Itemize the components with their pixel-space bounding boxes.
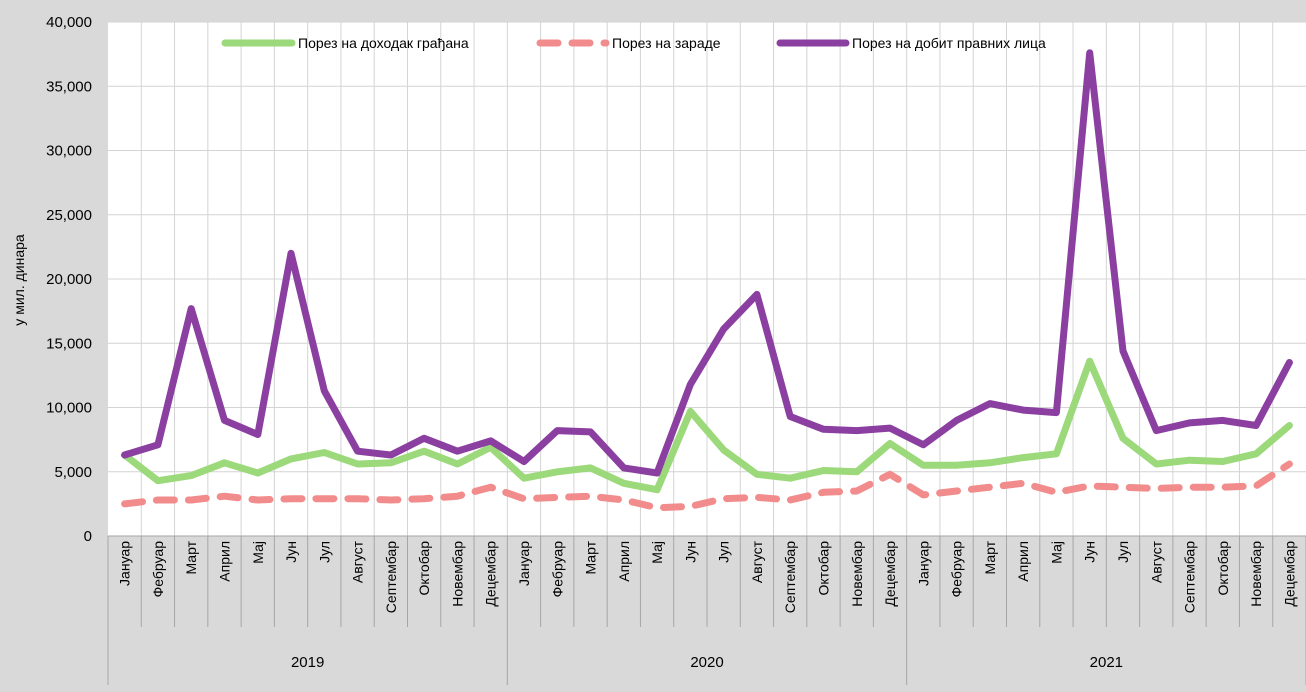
- x-tick-label-month: Новембар: [849, 541, 865, 607]
- x-tick-label-month: Април: [1015, 541, 1031, 582]
- x-tick-label-month: Јануар: [915, 541, 931, 586]
- x-axis: Јануар Фебруар Март Април Мај Јун Јул Август Сеп…: [107, 535, 1306, 685]
- x-tick-label-month: Јул: [716, 541, 732, 563]
- y-tick-label: 15,000: [46, 335, 92, 352]
- x-tick-label-year: 2021: [1090, 654, 1123, 671]
- x-tick-label-month: Март: [183, 540, 199, 574]
- x-tick-label-month: Август: [1148, 540, 1164, 583]
- series-lines: [121, 49, 1293, 512]
- legend-label-2: Порез на зараде: [612, 35, 721, 51]
- x-tick-label-month: Фебруар: [949, 541, 965, 598]
- x-tick-label-month: Јул: [1115, 541, 1131, 563]
- x-tick-label-month: Децембар: [882, 541, 898, 607]
- y-tick-label: 5,000: [54, 464, 92, 481]
- x-tick-label-month: Јун: [283, 541, 299, 563]
- y-tick-label: 30,000: [46, 143, 92, 160]
- x-tick-label-month: Мај: [250, 541, 266, 564]
- y-tick-label: 0: [84, 528, 92, 545]
- x-tick-label-month: Мај: [1048, 541, 1064, 564]
- x-tick-label-month: Децембар: [483, 541, 499, 607]
- series-line-2: [121, 460, 1293, 512]
- x-tick-label-month: Октобар: [815, 541, 831, 596]
- legend-label-3: Порез на добит правних лица: [852, 35, 1046, 51]
- y-axis-label: у мил. динара: [11, 234, 27, 326]
- x-tick-label-month: Октобар: [416, 541, 432, 596]
- x-tick-label-month: Август: [350, 540, 366, 583]
- y-tick-label: 40,000: [46, 14, 92, 31]
- x-tick-label-month: Март: [982, 540, 998, 574]
- x-tick-label-month: Октобар: [1215, 541, 1231, 596]
- x-tick-label-month: Децембар: [1281, 541, 1297, 607]
- x-tick-label-month: Мај: [649, 541, 665, 564]
- x-tick-label-month: Јул: [316, 541, 332, 563]
- x-tick-label-month: Април: [616, 541, 632, 582]
- x-tick-label-month: Јун: [682, 541, 698, 563]
- y-tick-label: 35,000: [46, 78, 92, 95]
- x-tick-label-month: Фебруар: [150, 541, 166, 598]
- x-tick-label-month: Фебруар: [549, 541, 565, 598]
- series-line-1: [121, 357, 1293, 494]
- x-tick-label-month: Новембар: [1248, 541, 1264, 607]
- legend: Порез на доходак грађана Порез на зараде П…: [221, 35, 1046, 51]
- x-tick-label-year: 2019: [291, 654, 324, 671]
- y-tick-label: 25,000: [46, 207, 92, 224]
- x-tick-label-year: 2020: [690, 654, 723, 671]
- x-tick-label-month: Јануар: [516, 541, 532, 586]
- y-tick-label: 10,000: [46, 400, 92, 417]
- series-line-3: [121, 49, 1293, 477]
- y-tick-label: 20,000: [46, 271, 92, 288]
- x-tick-label-month: Јануар: [117, 541, 133, 586]
- x-tick-label-month: Септембар: [782, 541, 798, 613]
- x-tick-label-month: Април: [216, 541, 232, 582]
- x-tick-label-month: Новембар: [449, 541, 465, 607]
- x-tick-label-month: Септембар: [1182, 541, 1198, 613]
- x-tick-label-month: Јун: [1082, 541, 1098, 563]
- x-tick-label-month: Септембар: [383, 541, 399, 613]
- legend-label-1: Порез на доходак грађана: [298, 35, 469, 51]
- x-tick-label-month: Март: [583, 540, 599, 574]
- x-tick-label-month: Август: [749, 540, 765, 583]
- y-axis-ticks: 0 5,000 10,000 15,000 20,000 25,000 30,000 35,0…: [46, 14, 92, 545]
